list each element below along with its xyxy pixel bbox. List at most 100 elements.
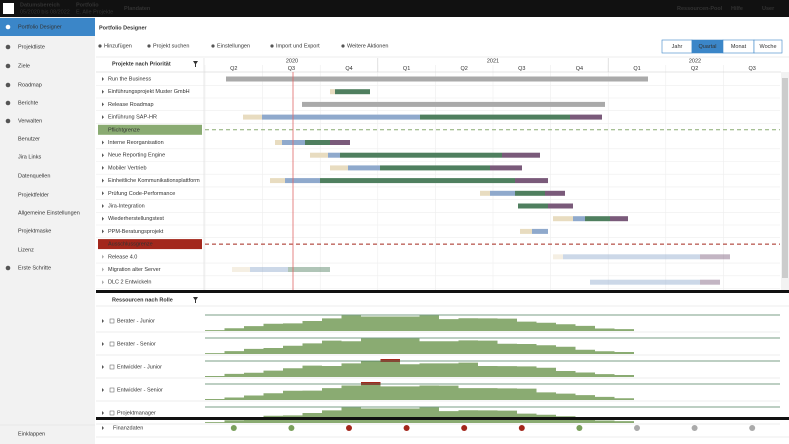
- nav-item[interactable]: Erste Schritte: [18, 265, 51, 271]
- finance-label[interactable]: Finanzdaten: [113, 425, 143, 431]
- nav-item[interactable]: Lizenz: [18, 247, 34, 253]
- nav-item[interactable]: Benutzer: [18, 136, 40, 142]
- row-caret[interactable]: DLC 2 Entwickeln: [108, 280, 151, 286]
- gantt-segment: [380, 165, 490, 171]
- row-caret[interactable]: Mobiler Vertrieb: [108, 165, 147, 171]
- collapse[interactable]: Einklappen: [18, 431, 45, 437]
- nav-item[interactable]: Projektmaske: [18, 228, 51, 234]
- finance-status: [461, 425, 468, 431]
- role-label[interactable]: Berater - Senior: [117, 341, 156, 347]
- expand-caret[interactable]: [102, 388, 104, 392]
- gantt-segment: [700, 254, 730, 260]
- view-label[interactable]: Jahr: [672, 44, 683, 50]
- expand-caret[interactable]: [102, 140, 104, 145]
- row-caret[interactable]: Interne Reorganisation: [108, 140, 164, 146]
- limit-label: Pflichtgrenze: [108, 127, 140, 133]
- expand-caret[interactable]: [102, 365, 104, 369]
- role-label[interactable]: Entwickler - Junior: [117, 364, 162, 370]
- row-caret[interactable]: Einführungsprojekt Muster GmbH: [108, 89, 190, 95]
- portfolio-label: Portfolio: [76, 2, 99, 8]
- role-label[interactable]: Entwickler - Senior: [117, 387, 163, 393]
- view-label[interactable]: Woche: [759, 44, 776, 50]
- row-caret[interactable]: Run the Business: [108, 76, 151, 82]
- quarter-label: Q3: [749, 66, 756, 72]
- expand-caret[interactable]: [102, 342, 104, 346]
- row-caret[interactable]: Release 4.0: [108, 254, 137, 260]
- expand-caret[interactable]: [102, 229, 104, 234]
- filter-icon[interactable]: [193, 61, 198, 67]
- gantt-segment: [573, 216, 585, 222]
- toolbar-action[interactable]: Weitere Aktionen: [347, 43, 388, 49]
- gantt-segment: [590, 279, 700, 285]
- quarter-label: Q2: [691, 66, 698, 72]
- nav-item[interactable]: Datenquellen: [18, 173, 50, 179]
- nav-item[interactable]: Verwalten: [18, 118, 42, 124]
- expand-caret[interactable]: [102, 115, 104, 120]
- row-caret[interactable]: PPM-Beratungsprojekt: [108, 229, 164, 235]
- sidebar: [0, 17, 95, 444]
- year-label: 2021: [487, 58, 499, 64]
- role-label[interactable]: Projektmanager: [117, 410, 156, 416]
- expand-caret[interactable]: [102, 254, 104, 259]
- expand-caret[interactable]: [102, 319, 104, 323]
- overload: [380, 359, 400, 362]
- expand-caret[interactable]: [102, 204, 104, 208]
- help[interactable]: Hilfe: [731, 6, 743, 12]
- row-caret[interactable]: Migration alter Server: [108, 267, 161, 273]
- expand-caret[interactable]: [102, 411, 104, 415]
- gantt-segment: [502, 152, 540, 158]
- nav-item[interactable]: Berichte: [18, 100, 38, 106]
- expand-caret[interactable]: [102, 153, 104, 158]
- year-label: 2022: [689, 58, 701, 64]
- quarter-label: Q3: [288, 66, 295, 72]
- nav-item[interactable]: Projektfelder: [18, 192, 49, 198]
- nav-item[interactable]: Projektliste: [18, 44, 45, 50]
- nav-item[interactable]: Jira Links: [18, 154, 41, 160]
- toolbar-action[interactable]: Einstellungen: [217, 43, 250, 49]
- plan-select[interactable]: Plandaten: [124, 6, 151, 12]
- view-button[interactable]: [753, 39, 783, 54]
- view-label[interactable]: Quartal: [698, 44, 716, 50]
- expand-caret[interactable]: [102, 426, 104, 430]
- row-caret[interactable]: Jira-Integration: [108, 203, 145, 209]
- expand-caret[interactable]: [102, 89, 104, 94]
- expand-caret[interactable]: [102, 102, 104, 107]
- quarter-label: Q1: [633, 66, 640, 72]
- scroll-thumb: [782, 78, 788, 278]
- expand-caret[interactable]: [102, 267, 104, 272]
- row-caret[interactable]: Neue Reporting Engine: [108, 153, 165, 159]
- resource-pool[interactable]: Ressourcen-Pool: [677, 6, 723, 12]
- row-caret[interactable]: Prüfung Code-Performance: [108, 191, 175, 197]
- role-label[interactable]: Berater - Junior: [117, 318, 155, 324]
- user[interactable]: User: [762, 6, 775, 12]
- toolbar-action[interactable]: Projekt suchen: [153, 43, 189, 49]
- expand-caret[interactable]: [102, 280, 104, 285]
- limit-band: [98, 239, 202, 250]
- row-caret[interactable]: Release Roadmap: [108, 102, 154, 108]
- gantt-segment: [700, 279, 720, 285]
- expand-caret[interactable]: [102, 178, 104, 183]
- gantt-segment: [515, 190, 545, 196]
- nav-item[interactable]: Ziele: [18, 63, 30, 69]
- nav-item[interactable]: Portfolio Designer: [18, 24, 62, 30]
- toolbar-action[interactable]: Hinzufügen: [104, 43, 132, 49]
- portfolio-value[interactable]: E. Alle Projekte: [76, 9, 113, 15]
- expand-caret[interactable]: [102, 77, 104, 81]
- row-caret[interactable]: Einheitliche Kommunikationsplattform: [108, 178, 200, 184]
- filter-icon[interactable]: [193, 297, 198, 303]
- expand-caret[interactable]: [102, 216, 104, 221]
- row-caret[interactable]: Wiederherstellungstest: [108, 216, 164, 222]
- toolbar-action[interactable]: Import und Export: [276, 43, 320, 49]
- view-label[interactable]: Monat: [731, 44, 747, 50]
- capacity-histogram: [205, 361, 634, 377]
- expand-caret[interactable]: [102, 191, 104, 196]
- row-caret[interactable]: Einführung SAP-HR: [108, 115, 157, 121]
- nav-icon: [5, 24, 11, 30]
- nav-item[interactable]: Roadmap: [18, 82, 42, 88]
- nav-item[interactable]: Allgemeine Einstellungen: [18, 210, 80, 216]
- gantt-segment: [348, 165, 380, 171]
- action-icon: [147, 44, 151, 48]
- expand-caret[interactable]: [102, 165, 104, 170]
- action-icon: [98, 44, 102, 48]
